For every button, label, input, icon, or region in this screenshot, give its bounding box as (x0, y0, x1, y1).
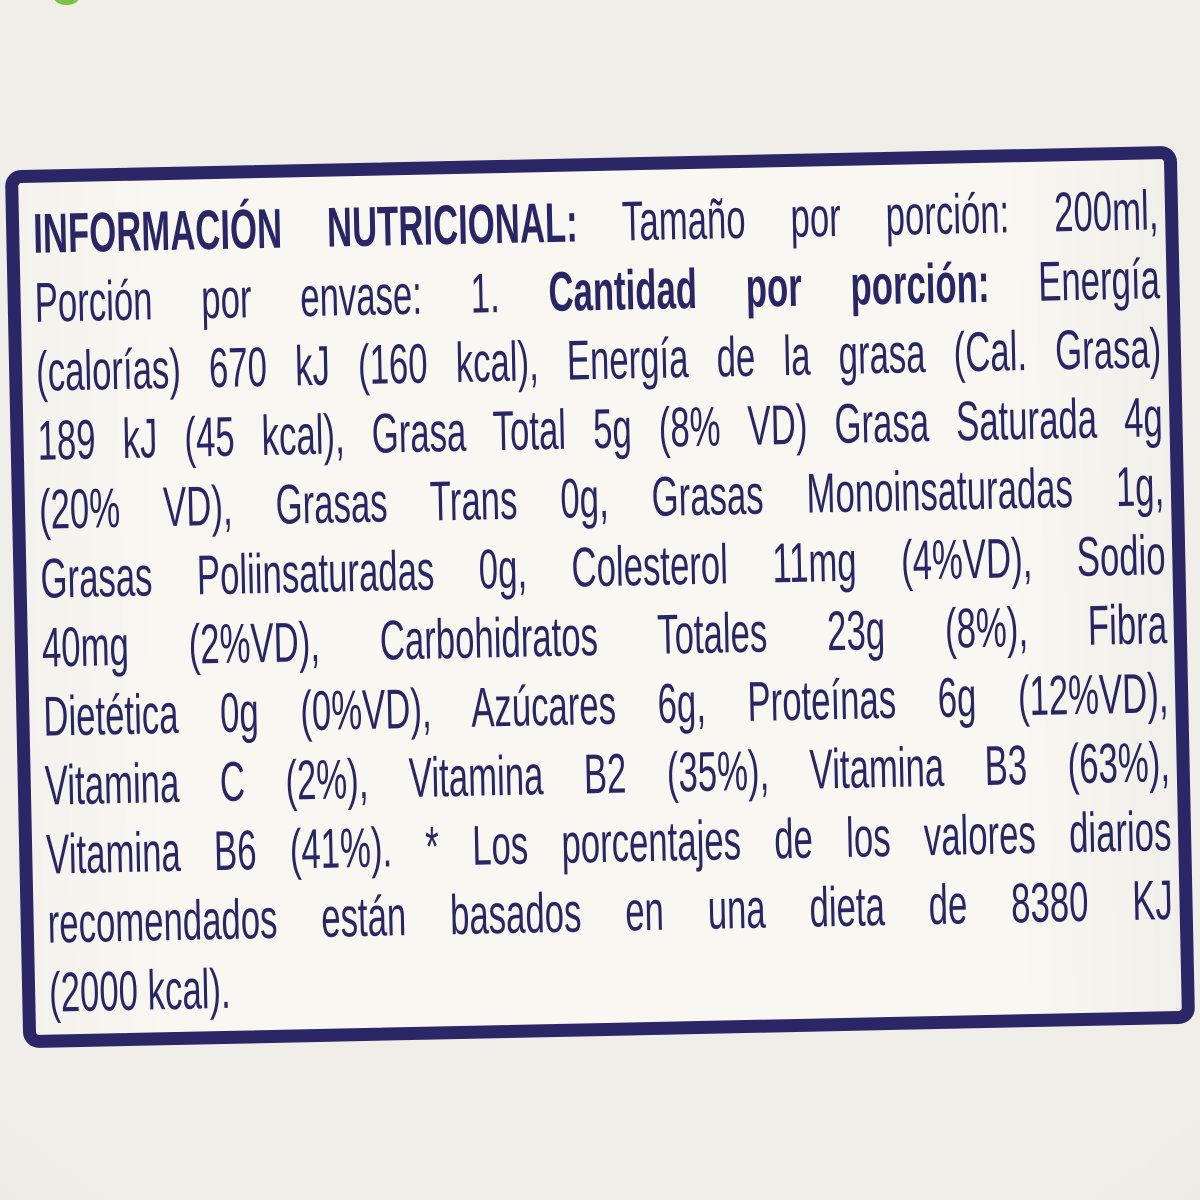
green-logo-edge (53, 0, 80, 5)
nutrition-text-segment-bold: INFORMACIÓN NUTRICIONAL: (32, 190, 579, 265)
nutrition-text-segment: Energía (988, 247, 1161, 314)
nutrition-text-segment: Porción por envase: 1. (34, 260, 550, 334)
nutrition-text-segment: (2000 kcal). (48, 956, 232, 1024)
nutrition-text-segment: Tamaño por porción: 200ml, (577, 178, 1159, 254)
nutrition-text-segment-bold: Cantidad por porción: (547, 250, 991, 324)
nutrition-label-box: INFORMACIÓN NUTRICIONAL: Tamaño por porc… (4, 145, 1196, 1049)
nutrition-text: INFORMACIÓN NUTRICIONAL: Tamaño por porc… (33, 175, 1175, 1026)
